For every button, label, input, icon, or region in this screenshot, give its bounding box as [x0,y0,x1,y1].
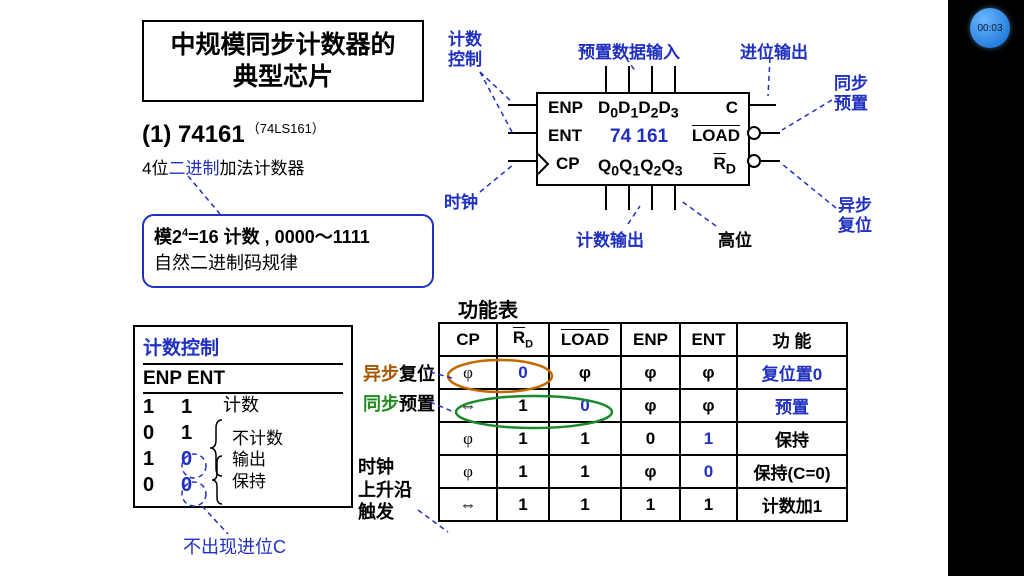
lbl-sync-preset: 同步预置 [350,390,435,416]
pin-ent: ENT [548,126,582,146]
lbl-clk-edge: 时钟上升沿触发 [358,456,412,524]
pin-c: C [726,98,738,118]
pins-q: Q0Q1Q2Q3 [598,156,682,179]
count-ctrl-hd: 计数控制 [143,333,343,365]
anno-carry-out: 进位输出 [740,38,808,63]
model: (1) 74161（74LS161） [142,118,325,149]
anno-sync-preset: 同步预置 [834,74,868,113]
mod-box: 模24=16 计数 , 0000～1111 自然二进制码规律 [142,214,434,288]
anno-async-reset: 异步复位 [838,196,872,235]
count-ctrl-cols: ENP ENT [143,365,343,394]
anno-count-ctrl: 计数控制 [448,30,482,69]
pin-load: LOAD [692,126,740,146]
brace-text: 不计数 输出 保持 [232,428,283,492]
title-box: 中规模同步计数器的 典型芯片 [142,20,424,102]
func-table: CP RD LOAD ENP ENT 功 能 φ 0 φ φ φ 复位置0⇔ 1… [438,322,848,522]
anno-count-out: 计数输出 [576,226,644,251]
lbl-async-reset: 异步复位 [350,360,435,386]
desc: 4位二进制加法计数器 [142,154,304,179]
chip: ENP ENT CP D0D1D2D3 74 161 Q0Q1Q2Q3 C LO… [536,92,750,186]
right-black-bar: 00:03 [948,0,1024,576]
title-l1: 中规模同步计数器的 [170,31,395,59]
anno-clock: 时钟 [444,188,478,213]
anno-preset-in: 预置数据输入 [578,38,680,63]
pin-rd: RD [713,154,736,177]
title-l2: 典型芯片 [233,63,333,91]
anno-msb: 高位 [718,226,752,251]
clock-triangle-icon [536,152,550,176]
timer-badge: 00:03 [970,8,1010,48]
func-table-title: 功能表 [458,294,518,323]
pins-d: D0D1D2D3 [598,98,679,121]
no-carry: 不出现进位C [183,533,286,559]
pin-enp: ENP [548,98,583,118]
chip-name: 74 161 [610,126,668,148]
slide: 中规模同步计数器的 典型芯片 (1) 74161（74LS161） 4位二进制加… [0,0,1024,576]
pin-cp: CP [556,154,580,174]
